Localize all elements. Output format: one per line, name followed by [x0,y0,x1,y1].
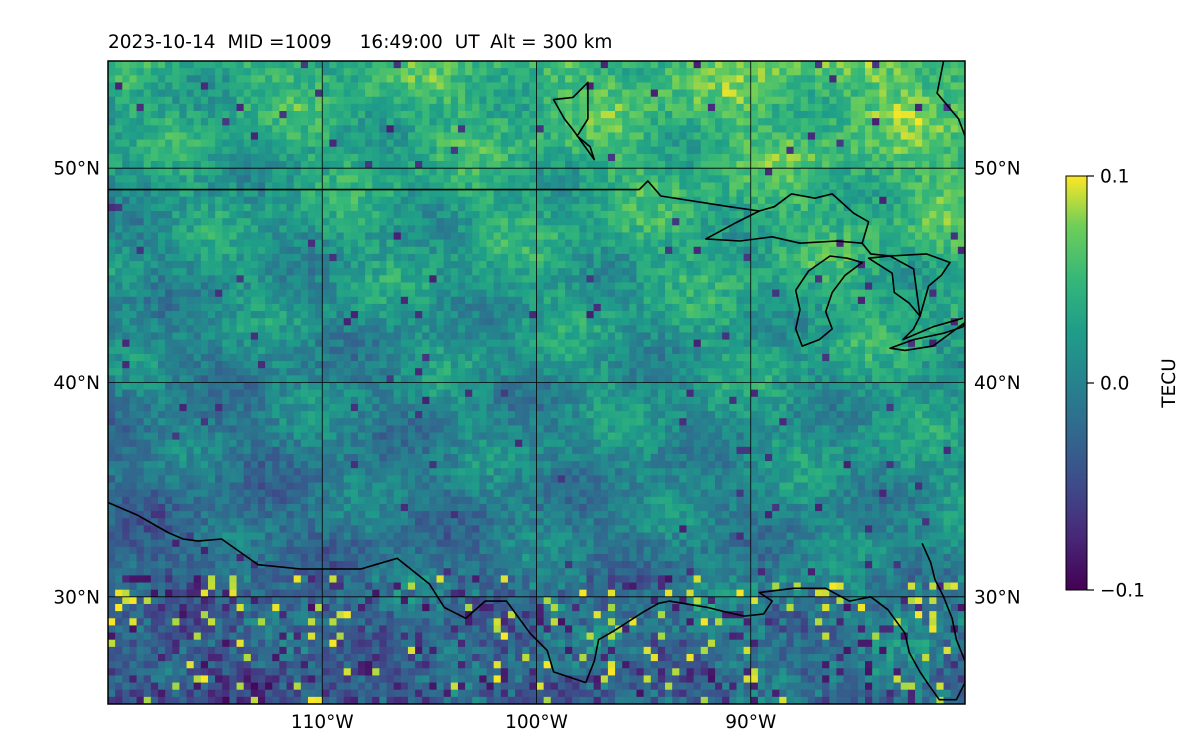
coastline [108,180,760,212]
x-tick-label: 110°W [291,712,354,733]
colorbar: 0.1 0.0 −0.1 TECU [1065,167,1180,602]
coastline [936,61,965,137]
coastline [585,542,965,701]
y-tick-label-right: 40°N [974,373,1021,394]
colorbar-tick-label: 0.0 [1100,374,1129,395]
map-frame [107,60,966,705]
y-tick-label-left: 50°N [53,159,100,180]
lat-lon-gridlines [108,61,965,704]
y-tick-label-left: 30°N [53,587,100,608]
lake-outline [794,255,864,347]
map-plot-area [108,61,965,704]
axis-tick-labels: 110°W 100°W 90°W 50°N 50°N 40°N 40°N 30°N 30°N [53,159,1020,733]
colorbar-gradient [1065,175,1088,591]
lake-outline [889,321,965,352]
lake-outline [867,253,951,317]
lake-outline [552,81,596,161]
x-tick-label: 100°W [505,712,568,733]
colorbar-ticks: 0.1 0.0 −0.1 [1087,167,1145,602]
colorbar-tick-label: −0.1 [1100,581,1145,602]
map-title: 2023-10-14 MID =1009 16:49:00 UT Alt = 300 k… [108,32,612,53]
lake-outline [704,193,870,244]
y-tick-label-right: 30°N [974,587,1021,608]
y-tick-label-left: 40°N [53,373,100,394]
coastline [108,501,587,684]
colorbar-tick-label: 0.1 [1100,167,1129,188]
colorbar-label: TECU [1159,358,1180,408]
x-tick-label: 90°W [725,712,776,733]
tec-heatmap [108,61,965,704]
coastline [902,315,964,341]
coastlines-borders [108,61,965,701]
y-tick-label-right: 50°N [974,159,1021,180]
